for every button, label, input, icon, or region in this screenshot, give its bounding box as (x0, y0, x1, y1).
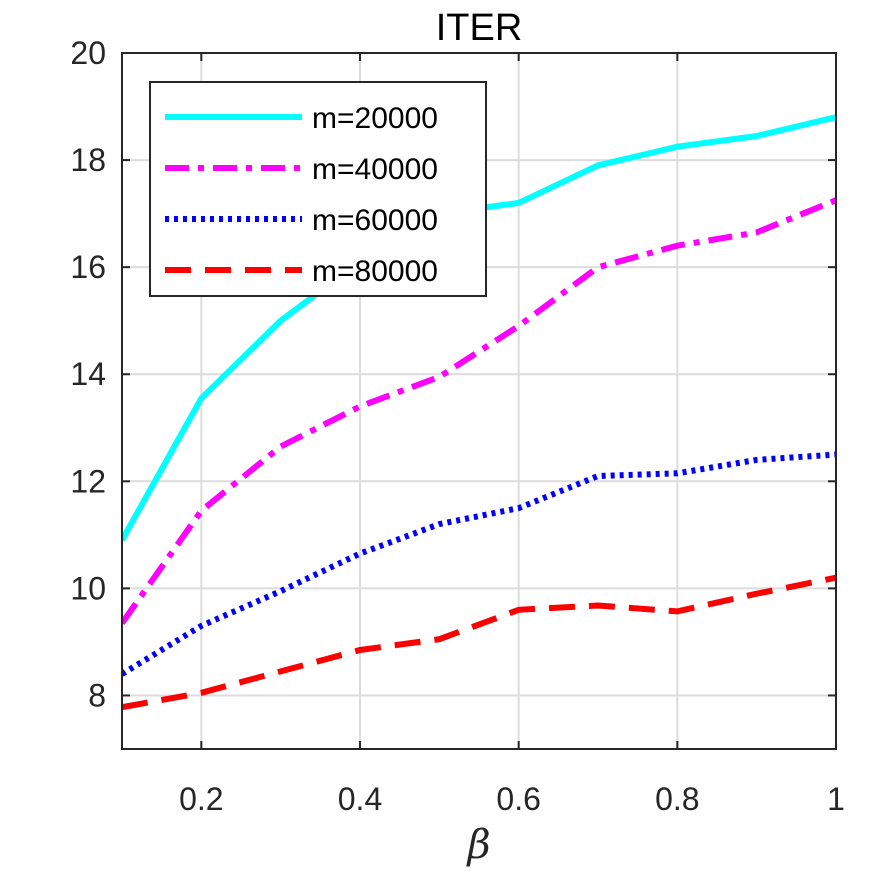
legend-label: m=60000 (312, 204, 438, 237)
x-tick-label: 0.2 (179, 781, 223, 817)
y-tick-label: 18 (70, 142, 106, 178)
y-tick-label: 10 (70, 570, 106, 606)
chart-title: ITER (436, 7, 523, 49)
series-line-m=40000 (122, 197, 836, 625)
series-line-m=60000 (122, 451, 836, 677)
legend: m=20000 m=40000 m=60000 m=80000 (149, 81, 487, 297)
y-tick-label: 14 (70, 356, 106, 392)
y-tick-label: 20 (70, 35, 106, 71)
x-tick-label: 0.8 (655, 781, 699, 817)
legend-label: m=40000 (312, 153, 438, 186)
y-tick-label: 12 (70, 463, 106, 499)
series-line-m=80000 (122, 574, 836, 711)
x-tick-label: 0.4 (338, 781, 382, 817)
y-tick-label: 16 (70, 249, 106, 285)
x-tick-label: 0.6 (496, 781, 540, 817)
axis-ticks (122, 52, 837, 749)
axes-box (121, 52, 837, 750)
y-tick-label: 8 (88, 677, 106, 713)
x-tick-label: 1 (827, 781, 845, 817)
legend-label: m=20000 (312, 102, 438, 135)
legend-label: m=80000 (312, 255, 438, 288)
x-axis-label: β (465, 822, 490, 868)
